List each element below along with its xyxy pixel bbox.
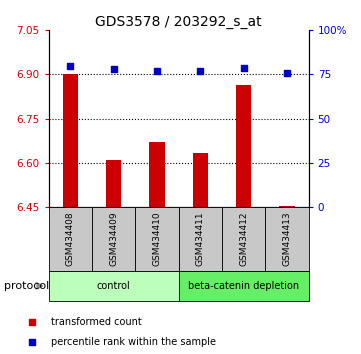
Bar [149, 142, 165, 207]
Text: GSM434410: GSM434410 [153, 212, 161, 266]
Point [111, 66, 117, 72]
Text: GSM434413: GSM434413 [283, 212, 291, 266]
Text: GSM434408: GSM434408 [66, 212, 75, 266]
Text: GSM434409: GSM434409 [109, 212, 118, 266]
Bar [265, 207, 309, 271]
Point [197, 68, 203, 74]
Bar [49, 207, 92, 271]
Title: GDS3578 / 203292_s_at: GDS3578 / 203292_s_at [95, 15, 262, 29]
Point [284, 70, 290, 75]
Point [241, 65, 247, 71]
Text: GSM434411: GSM434411 [196, 212, 205, 266]
Text: control: control [97, 281, 131, 291]
Bar [236, 85, 251, 207]
Bar [179, 207, 222, 271]
Bar [193, 153, 208, 207]
Bar [135, 207, 179, 271]
Bar [106, 160, 121, 207]
Point [154, 68, 160, 74]
Point [30, 319, 35, 325]
Bar [279, 206, 295, 207]
Bar [63, 74, 78, 207]
Text: protocol: protocol [4, 281, 49, 291]
Bar [179, 271, 309, 301]
Text: transformed count: transformed count [51, 317, 141, 327]
Text: GSM434412: GSM434412 [239, 212, 248, 266]
Point [68, 64, 73, 69]
Text: percentile rank within the sample: percentile rank within the sample [51, 337, 216, 347]
Text: beta-catenin depletion: beta-catenin depletion [188, 281, 299, 291]
Bar [49, 271, 179, 301]
Bar [92, 207, 135, 271]
Bar [222, 207, 265, 271]
Point [30, 339, 35, 344]
